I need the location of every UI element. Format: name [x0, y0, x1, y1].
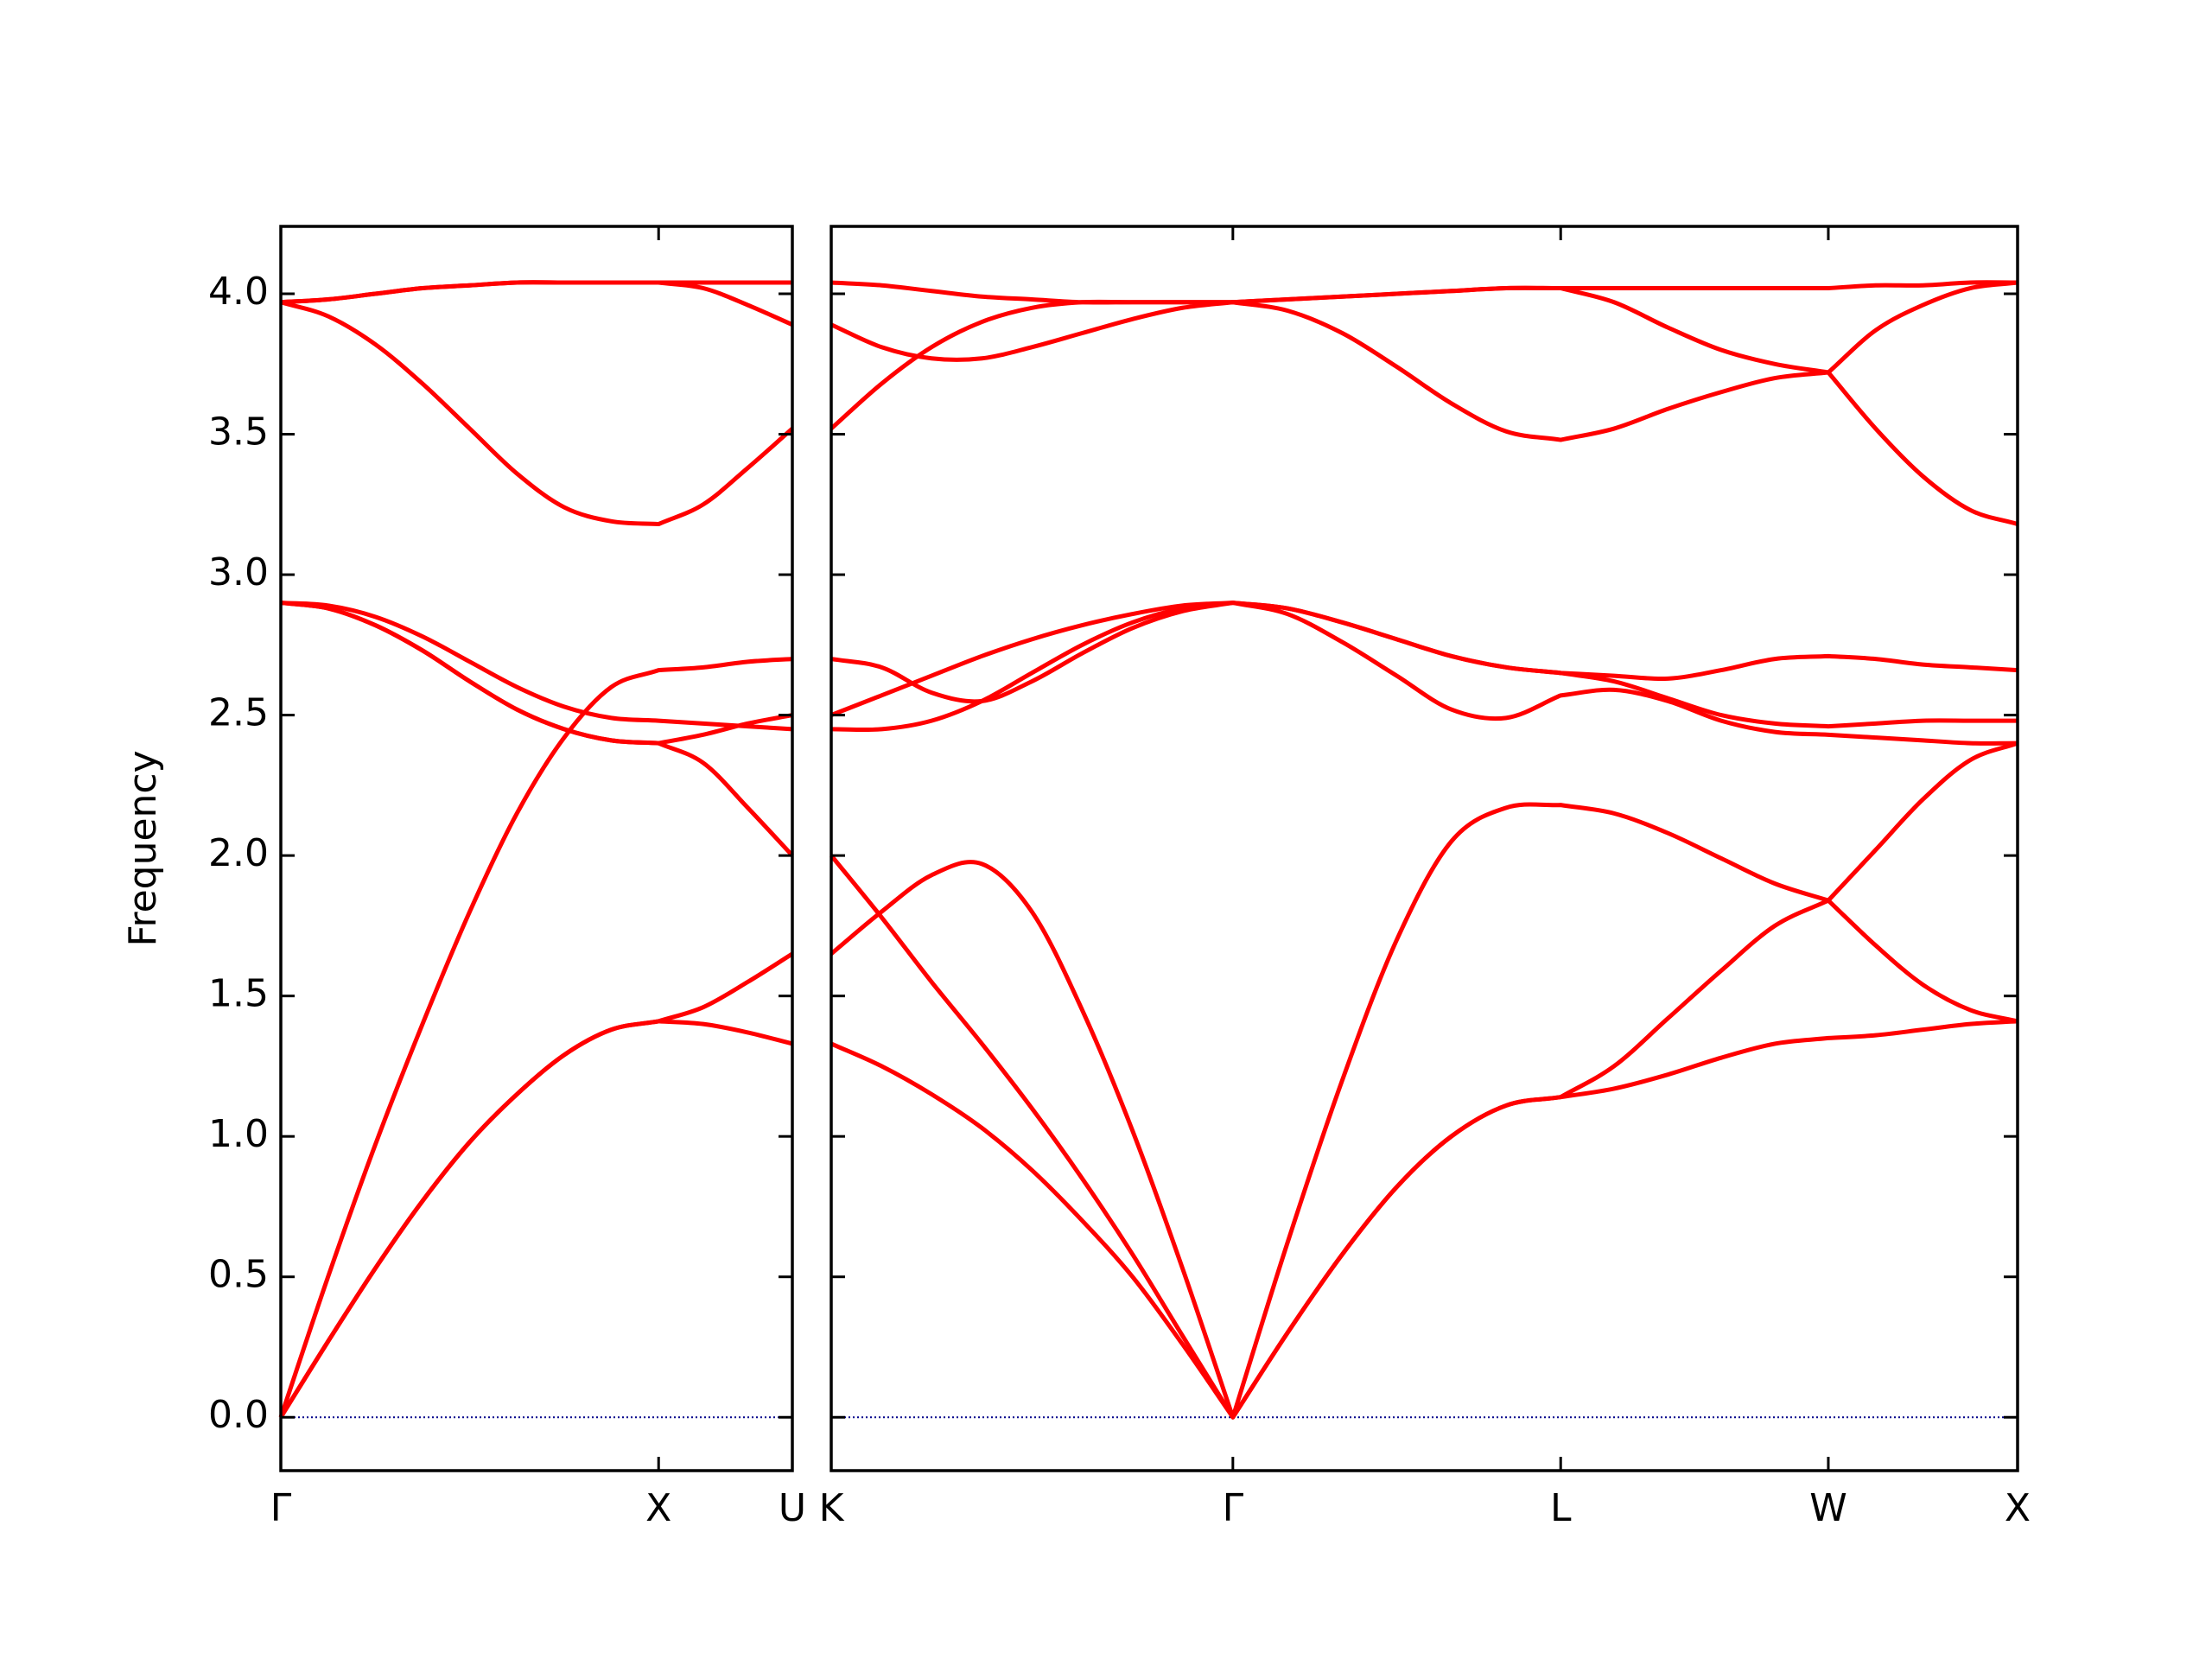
- x-tick-label: L: [1550, 1486, 1572, 1530]
- band-line: [830, 285, 2018, 526]
- y-tick-label: 3.0: [208, 550, 269, 594]
- y-tick-label: 4.0: [208, 270, 269, 314]
- x-tick-label: K: [819, 1486, 845, 1530]
- band-line: [830, 601, 2018, 729]
- x-tick-label: X: [645, 1486, 671, 1530]
- y-tick-label: 3.5: [208, 410, 269, 454]
- y-axis-label: Frequency: [121, 750, 165, 946]
- x-tick-label: Γ: [270, 1486, 292, 1530]
- band-line: [278, 657, 793, 1419]
- band-line: [830, 280, 2018, 442]
- band-line: [830, 601, 2018, 746]
- y-tick-label: 0.0: [208, 1393, 269, 1437]
- band-line: [280, 601, 794, 857]
- band-line: [830, 601, 2018, 733]
- plot-frame: [830, 225, 2019, 1472]
- y-tick-label: 2.5: [208, 691, 269, 735]
- x-tick-label: U: [779, 1486, 806, 1530]
- y-tick-label: 1.5: [208, 972, 269, 1016]
- band-line: [278, 1019, 793, 1419]
- band-line: [280, 601, 793, 732]
- plot-frame: [279, 225, 794, 1472]
- y-tick-label: 2.0: [208, 831, 269, 875]
- band-line: [830, 854, 2018, 1420]
- x-tick-label: W: [1809, 1486, 1847, 1530]
- band-line: [280, 300, 794, 527]
- band-line: [280, 280, 794, 327]
- x-tick-label: X: [2005, 1486, 2031, 1530]
- y-tick-label: 1.0: [208, 1112, 269, 1156]
- band-line: [280, 601, 793, 746]
- band-line: [278, 951, 794, 1419]
- x-tick-label: Γ: [1223, 1486, 1244, 1530]
- band-line: [830, 741, 2018, 1420]
- y-tick-label: 0.5: [208, 1253, 269, 1297]
